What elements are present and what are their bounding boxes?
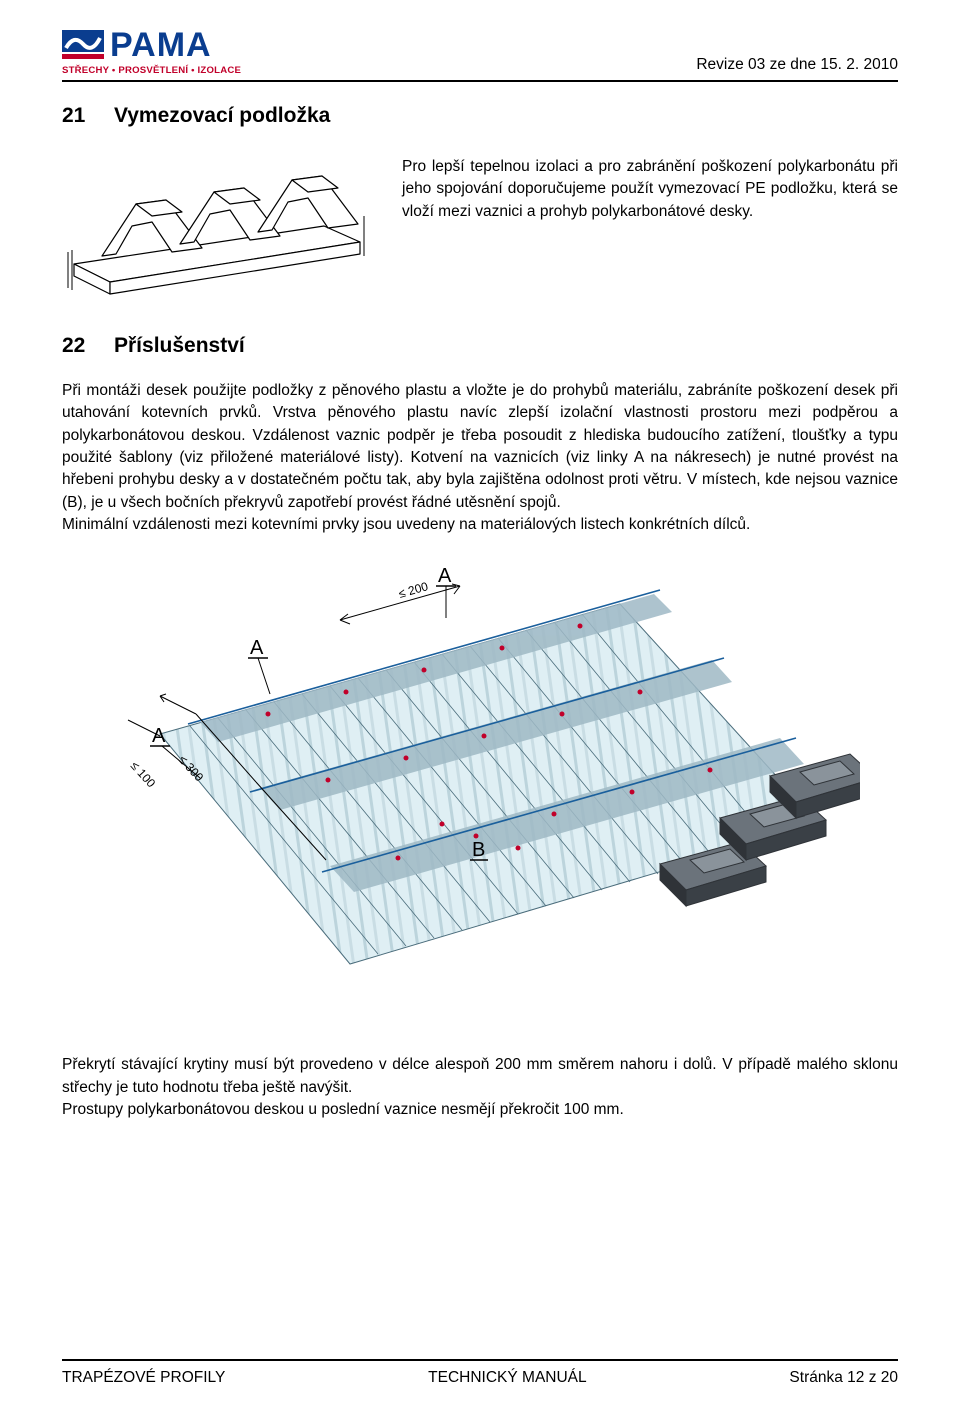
label-a-top: A [438,565,452,587]
dim-200-label: ≤ 200 [397,579,430,601]
footer-divider [62,1359,898,1361]
label-b: B [472,839,485,861]
roof-assembly-diagram: ≤ 200 ≤ 300 ≤ 100 A A A B [100,564,860,994]
brand-logo: PAMA STŘECHY • PROSVĚTLENÍ • IZOLACE [62,28,241,76]
section22-heading: 22Příslušenství [62,334,898,358]
section21-heading: 21Vymezovací podložka [62,104,898,128]
section21-number: 21 [62,104,114,128]
header-divider [62,80,898,82]
closing-para-1: Překrytí stávající krytiny musí být prov… [62,1054,898,1099]
closing-para-2: Prostupy polykarbonátovou deskou u posle… [62,1099,898,1121]
section22-paragraph: Při montáži desek použijte podložky z pě… [62,380,898,514]
label-a-bot: A [152,725,166,747]
section22-title: Příslušenství [114,334,245,357]
footer-left: TRAPÉZOVÉ PROFILY [62,1369,225,1387]
section22-number: 22 [62,334,114,358]
section21-intro-text: Pro lepší tepelnou izolaci a pro zabráně… [402,156,898,223]
section22-paragraph2: Minimální vzdálenosti mezi kotevními prv… [62,514,898,536]
label-a-mid: A [250,637,264,659]
logo-tagline: STŘECHY • PROSVĚTLENÍ • IZOLACE [62,65,241,76]
spacer-profile-diagram [62,156,372,296]
footer-right: Stránka 12 z 20 [789,1369,898,1387]
footer-center: TECHNICKÝ MANUÁL [428,1369,586,1387]
dim-100-label: ≤ 100 [128,759,159,791]
section21-title: Vymezovací podložka [114,104,330,127]
revision-text: Revize 03 ze dne 15. 2. 2010 [696,56,898,76]
page-footer: TRAPÉZOVÉ PROFILY TECHNICKÝ MANUÁL Strán… [62,1359,898,1387]
logo-mark-icon [62,30,104,60]
logo-text: PAMA [110,28,212,62]
page-header: PAMA STŘECHY • PROSVĚTLENÍ • IZOLACE Rev… [62,28,898,76]
section21-intro-row: Pro lepší tepelnou izolaci a pro zabráně… [62,156,898,296]
